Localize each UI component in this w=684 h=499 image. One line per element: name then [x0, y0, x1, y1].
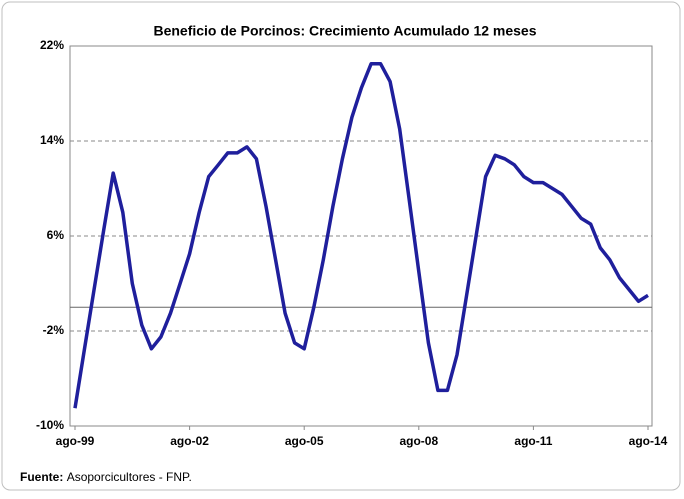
source-label: Fuente: — [20, 470, 63, 484]
x-tick-label: ago-14 — [629, 434, 668, 448]
chart-frame — [1, 1, 681, 491]
source-text: Asoporcicultores - FNP. — [67, 470, 192, 484]
x-tick-label: ago-11 — [514, 434, 552, 448]
y-tick-label: -10% — [36, 418, 64, 432]
source: Fuente: Asoporcicultores - FNP. — [20, 470, 192, 484]
y-tick-label: 6% — [47, 228, 65, 242]
chart-title: Beneficio de Porcinos: Crecimiento Acumu… — [153, 23, 536, 39]
x-tick-label: ago-08 — [399, 434, 438, 448]
x-tick-label: ago-05 — [285, 434, 324, 448]
x-tick-label: ago-02 — [170, 434, 209, 448]
data-line — [73, 62, 649, 409]
x-tick-label: ago-99 — [56, 434, 95, 448]
y-tick-label: 22% — [40, 38, 64, 52]
y-tick-label: 14% — [40, 133, 64, 147]
y-tick-label: -2% — [43, 323, 65, 337]
